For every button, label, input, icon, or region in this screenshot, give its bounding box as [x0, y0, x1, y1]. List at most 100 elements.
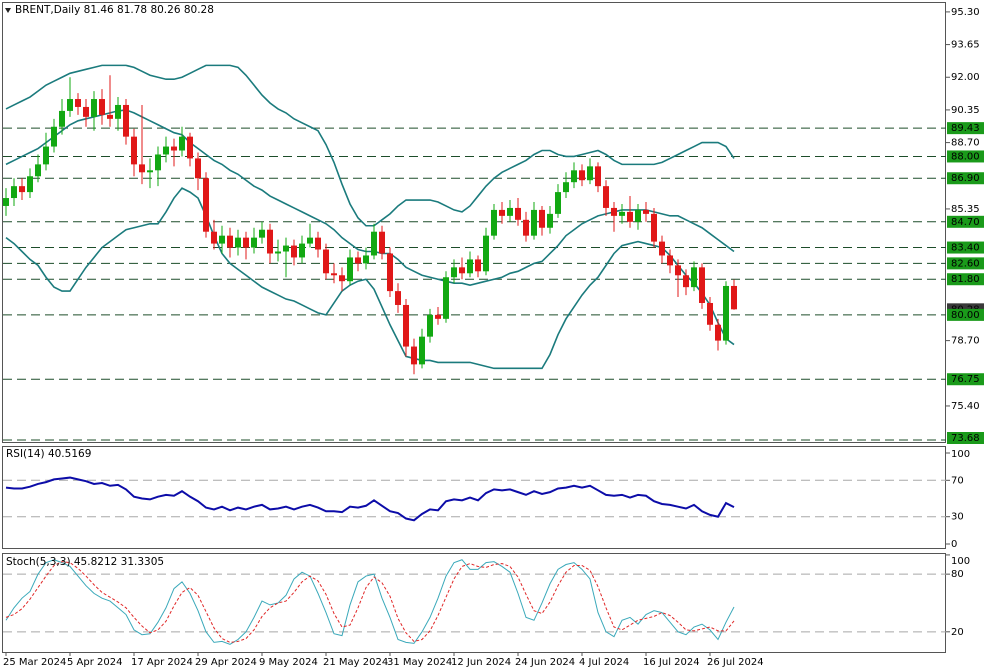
- x-tick-label: 5 Apr 2024: [67, 657, 122, 668]
- y-tick-label: 20: [951, 627, 964, 638]
- candle-body: [403, 304, 409, 347]
- x-tick-label: 17 Apr 2024: [131, 657, 193, 668]
- candle-body: [475, 259, 481, 272]
- candle-body: [203, 178, 209, 232]
- y-tick-label: 100: [951, 449, 970, 460]
- candle-body: [91, 99, 97, 117]
- candle-body: [467, 259, 473, 274]
- level-label: 83.40: [951, 243, 980, 254]
- x-tick-label: 4 Jul 2024: [579, 657, 629, 668]
- candle-body: [339, 275, 345, 282]
- candle-body: [435, 314, 441, 319]
- level-label: 86.90: [951, 173, 980, 184]
- candle-body: [451, 267, 457, 278]
- x-tick-label: 9 May 2024: [259, 657, 318, 668]
- candle-body: [587, 166, 593, 181]
- level-label-box: [947, 257, 984, 270]
- candle-body: [131, 136, 137, 165]
- level-label: 82.60: [951, 258, 980, 269]
- candle-body: [227, 235, 233, 248]
- candle-body: [579, 170, 585, 181]
- candle-body: [59, 110, 65, 127]
- plot-layer: 95.30 93.65 92.00 90.35 88.70 85.35 78.70 75.40…: [3, 7, 984, 668]
- candle-body: [27, 176, 33, 193]
- candle-body: [267, 229, 273, 254]
- rsi-title: RSI(14) 40.5169: [6, 448, 91, 460]
- candle-body: [67, 99, 73, 111]
- level-label-box: [947, 215, 984, 228]
- candle-body: [299, 243, 305, 258]
- level-label-box: [947, 150, 984, 163]
- candle-body: [251, 237, 257, 248]
- candle-body: [691, 267, 697, 288]
- candle-body: [363, 255, 369, 264]
- candle-body: [115, 104, 121, 119]
- candle-body: [3, 198, 9, 206]
- y-tick-label: 0: [951, 539, 957, 550]
- candle-body: [651, 213, 657, 242]
- candle-body: [187, 136, 193, 159]
- candle-body: [179, 136, 185, 151]
- candle-body: [507, 207, 513, 216]
- candle-body: [555, 192, 561, 214]
- level-label: 84.70: [951, 217, 980, 228]
- x-tick-label: 31 May 2024: [387, 657, 452, 668]
- candle-body: [195, 158, 201, 179]
- bollinger-upper: [5, 64, 735, 227]
- stoch-title: Stoch(5,3,3) 45.8212 31.3305: [6, 556, 164, 568]
- candle-body: [315, 237, 321, 250]
- y-tick-label: 100: [951, 556, 970, 567]
- candle-body: [51, 126, 57, 147]
- candle-body: [139, 164, 145, 173]
- level-label-box: [947, 172, 984, 185]
- candle-body: [35, 164, 41, 177]
- candle-body: [539, 209, 545, 228]
- x-tick-label: 16 Jul 2024: [643, 657, 700, 668]
- candle-body: [387, 253, 393, 292]
- candle-body: [11, 186, 17, 199]
- candle-body: [619, 211, 625, 216]
- level-label-box: [947, 308, 984, 321]
- candle-body: [243, 237, 249, 248]
- candle-body: [107, 114, 113, 119]
- candle-body: [395, 291, 401, 305]
- candle-body: [683, 275, 689, 288]
- candle-body: [171, 146, 177, 151]
- y-tick-label: 78.70: [951, 336, 980, 347]
- price-panel: [2, 2, 946, 443]
- candle-body: [411, 346, 417, 365]
- candle-body: [483, 235, 489, 272]
- candle-body: [331, 273, 337, 276]
- x-tick-label: 24 Jun 2024: [515, 657, 575, 668]
- candle-body: [499, 209, 505, 216]
- candle-body: [163, 146, 169, 155]
- candle-body: [155, 154, 161, 171]
- candle-body: [283, 245, 289, 252]
- candle-body: [715, 324, 721, 341]
- symbol-menu-icon[interactable]: [5, 8, 11, 13]
- candle-body: [659, 241, 665, 256]
- y-tick-label: 95.30: [951, 7, 980, 18]
- y-tick-label: 93.65: [951, 40, 980, 51]
- candle-body: [147, 170, 153, 173]
- y-tick-label: 75.40: [951, 401, 980, 412]
- y-tick-label: 70: [951, 475, 964, 486]
- candle-body: [635, 209, 641, 222]
- level-label: 76.75: [951, 374, 980, 385]
- candle-body: [291, 245, 297, 258]
- candle-body: [19, 186, 25, 193]
- x-tick-label: 21 May 2024: [323, 657, 388, 668]
- level-label-box: [947, 373, 984, 386]
- candle-body: [491, 209, 497, 236]
- candle-body: [611, 207, 617, 216]
- candle-body: [459, 267, 465, 274]
- candle-body: [731, 285, 737, 310]
- stoch-panel: [2, 553, 946, 653]
- bollinger-lower: [5, 187, 735, 370]
- candle-body: [667, 255, 673, 266]
- candle-body: [307, 237, 313, 244]
- y-tick-label: 85.35: [951, 204, 980, 215]
- x-tick-label: 29 Apr 2024: [195, 657, 257, 668]
- y-tick-label: 30: [951, 512, 964, 523]
- candle-body: [643, 209, 649, 214]
